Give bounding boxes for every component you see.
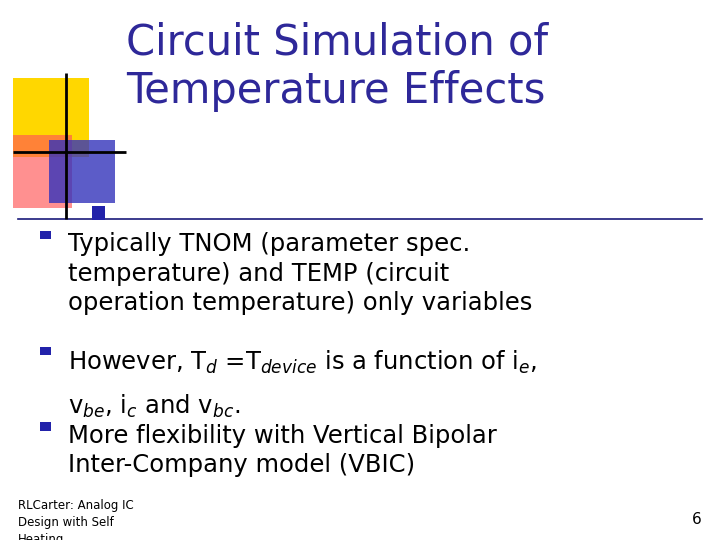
Text: 6: 6 [692, 511, 702, 526]
Text: RLCarter: Analog IC
Design with Self
Heating: RLCarter: Analog IC Design with Self Hea… [18, 500, 134, 540]
Text: More flexibility with Vertical Bipolar
Inter-Company model (VBIC): More flexibility with Vertical Bipolar I… [68, 424, 498, 477]
Text: Typically TNOM (parameter spec.
temperature) and TEMP (circuit
operation tempera: Typically TNOM (parameter spec. temperat… [68, 232, 533, 315]
Text: However, T$_d$ =T$_{device}$ is a function of i$_e$,: However, T$_d$ =T$_{device}$ is a functi… [68, 348, 538, 375]
Bar [13, 78, 89, 157]
Text: Circuit Simulation of
Temperature Effects: Circuit Simulation of Temperature Effect… [126, 22, 548, 112]
Bar [92, 206, 105, 220]
Text: v$_{be}$, i$_c$ and v$_{bc}$.: v$_{be}$, i$_c$ and v$_{bc}$. [68, 393, 241, 420]
Bar [49, 140, 115, 202]
Bar [40, 347, 51, 355]
Bar [40, 231, 51, 239]
Bar [13, 135, 72, 208]
Bar [40, 422, 51, 431]
